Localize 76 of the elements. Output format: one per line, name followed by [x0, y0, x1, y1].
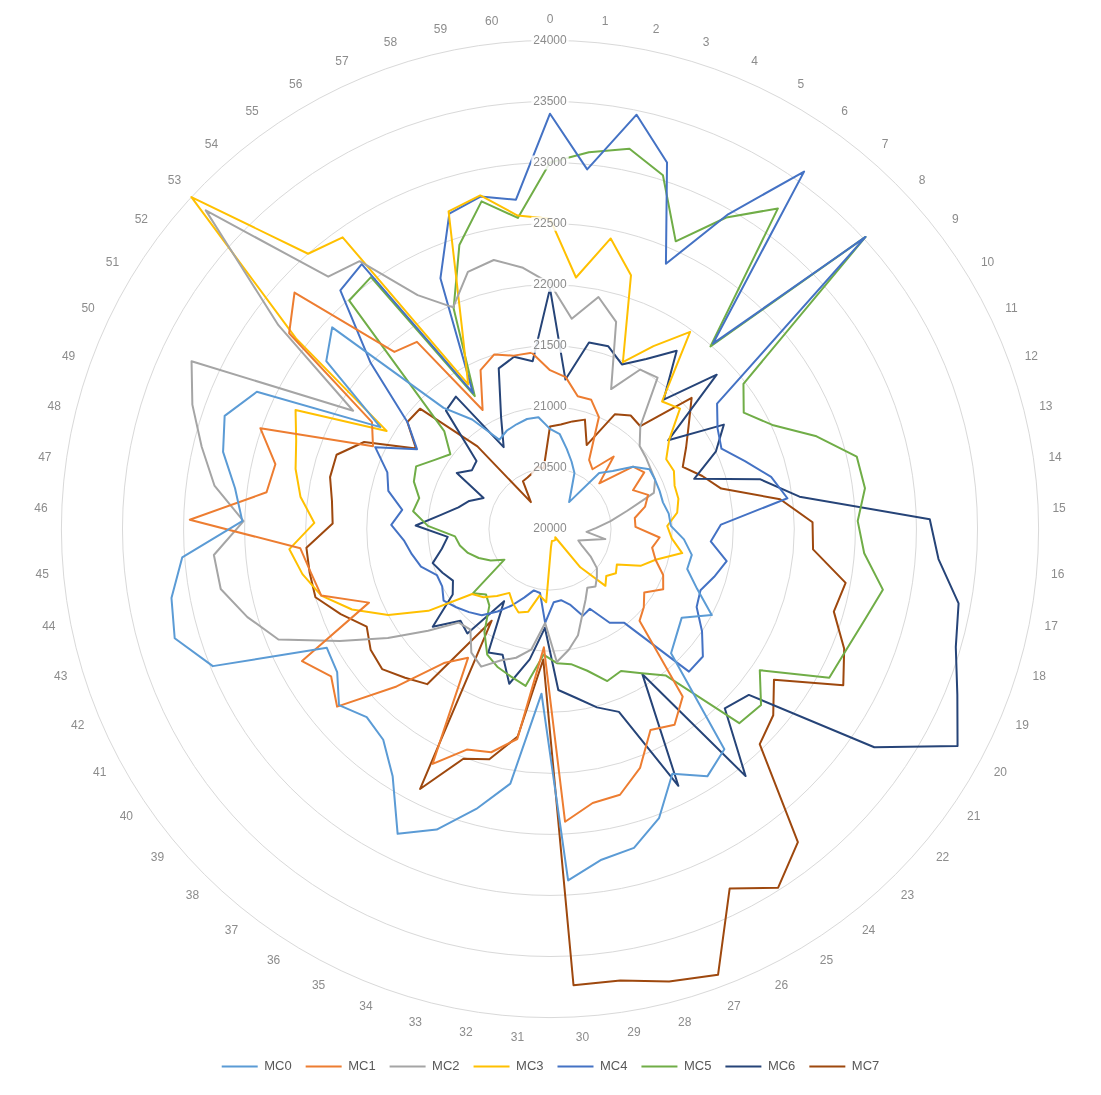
legend-label: MC1 [348, 1058, 376, 1074]
spoke-label: 58 [383, 35, 398, 50]
spoke-label: 8 [918, 172, 926, 187]
spoke-label: 19 [1015, 717, 1030, 732]
spoke-label: 46 [34, 501, 48, 516]
spoke-label: 43 [54, 668, 68, 683]
y-tick-label: 21500 [533, 338, 568, 353]
spoke-label: 22 [935, 850, 950, 865]
legend-label: MC5 [683, 1058, 712, 1074]
spoke-label: 35 [311, 978, 326, 993]
spoke-label: 16 [1051, 567, 1065, 582]
spoke-label: 26 [774, 978, 789, 993]
legend-label: MC6 [767, 1058, 796, 1074]
spoke-label: 1 [601, 14, 609, 29]
spoke-label: 30 [575, 1030, 590, 1045]
spoke-label: 34 [359, 998, 374, 1013]
spoke-label: 56 [289, 76, 303, 91]
spoke-label: 9 [952, 212, 959, 227]
spoke-label: 40 [119, 809, 134, 824]
spoke-label: 60 [484, 14, 499, 29]
spoke-label: 33 [408, 1014, 423, 1029]
spoke-label: 39 [150, 850, 165, 865]
legend-label: MC0 [264, 1058, 292, 1074]
spoke-label: 42 [71, 717, 85, 732]
spoke-label: 23 [900, 888, 915, 903]
spoke-label: 44 [42, 618, 56, 633]
y-tick-label: 24000 [533, 32, 568, 47]
spoke-label: 38 [185, 888, 200, 903]
spoke-label: 57 [335, 53, 350, 68]
spoke-label: 21 [967, 809, 981, 824]
legend-label: MC7 [851, 1058, 880, 1074]
spoke-label: 41 [93, 764, 107, 779]
spoke-label: 6 [841, 104, 849, 119]
spoke-label: 37 [224, 922, 239, 937]
spoke-label: 10 [980, 255, 995, 270]
spoke-label: 12 [1024, 348, 1039, 363]
spoke-label: 47 [38, 449, 52, 464]
spoke-label: 25 [819, 952, 834, 967]
spoke-label: 18 [1032, 668, 1047, 683]
spoke-label: 45 [35, 567, 50, 582]
spoke-label: 0 [546, 11, 554, 26]
spoke-label: 11 [1005, 301, 1018, 316]
spoke-label: 17 [1044, 618, 1059, 633]
spoke-label: 20 [993, 764, 1008, 779]
legend-label: MC3 [516, 1058, 544, 1074]
spoke-label: 29 [627, 1025, 642, 1040]
spoke-label: 50 [81, 301, 96, 316]
spoke-label: 5 [797, 76, 805, 91]
spoke-label: 48 [47, 398, 62, 413]
spoke-label: 53 [167, 172, 182, 187]
spoke-label: 24 [861, 922, 876, 937]
spoke-label: 52 [134, 212, 149, 227]
y-tick-label: 22500 [533, 215, 568, 230]
spoke-label: 3 [702, 35, 710, 50]
y-tick-label: 20000 [533, 521, 568, 536]
y-tick-label: 23500 [533, 93, 568, 108]
legend-label: MC2 [432, 1058, 460, 1074]
spoke-label: 32 [459, 1025, 473, 1040]
y-tick-label: 21000 [533, 399, 568, 414]
spoke-label: 28 [678, 1014, 692, 1029]
spoke-label: 55 [245, 104, 260, 119]
spoke-label: 54 [204, 136, 219, 151]
spoke-label: 4 [751, 53, 759, 68]
spoke-label: 31 [510, 1030, 525, 1045]
spoke-label: 49 [61, 348, 76, 363]
spoke-label: 14 [1048, 449, 1063, 464]
spoke-label: 59 [433, 22, 448, 37]
spoke-label: 15 [1052, 501, 1067, 516]
legend-label: MC4 [600, 1058, 628, 1074]
spoke-label: 2 [652, 22, 660, 37]
spoke-label: 36 [266, 952, 281, 967]
y-tick-label: 20500 [533, 460, 568, 475]
spoke-label: 51 [105, 255, 120, 270]
spoke-label: 27 [727, 998, 741, 1013]
spoke-label: 13 [1039, 398, 1053, 413]
spoke-label: 7 [881, 136, 889, 151]
